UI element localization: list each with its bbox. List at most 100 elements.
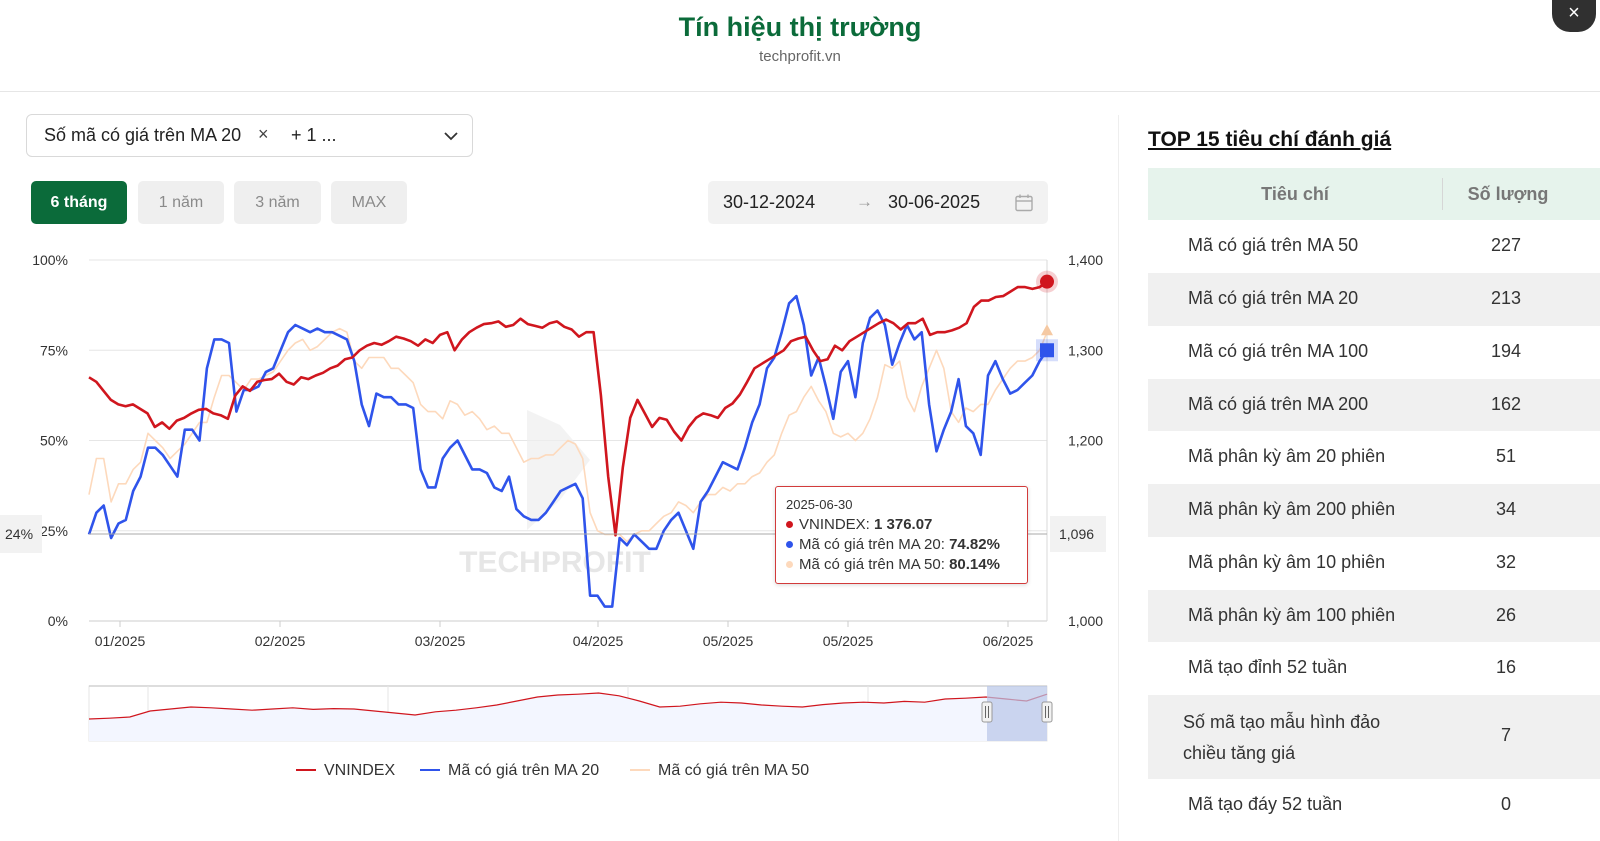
navigator-handle [1041,701,1053,723]
market-signal-chart[interactable]: TECHPROFIT 0%1,00025%1,10050%1,20075%1,3… [0,240,1118,755]
close-button[interactable]: × [1552,0,1596,32]
column-divider [1442,178,1443,210]
watermark-logo-icon [527,410,590,530]
navigator-series-line [88,692,1048,720]
criteria-count: 194 [1490,341,1522,361]
tooltip-series-name: Mã có giá trên MA 50: [799,556,950,573]
remove-tag-icon[interactable]: × [258,124,269,144]
x-axis-tick-label: 04/2025 [573,633,624,649]
chart-tooltip: 2025-06-30 VNINDEX: 1 376.07 Mã có giá t… [775,486,1028,584]
legend-line-icon [630,768,650,771]
criteria-select[interactable]: Số mã có giá trên MA 20 × + 1 ... [26,114,473,157]
criteria-count: 51 [1495,446,1517,466]
series-dot-icon [786,520,793,528]
navigator-selection [987,686,1047,741]
criteria-count: 34 [1495,499,1517,519]
legend-item-vnindex[interactable]: VNINDEX [296,762,395,780]
x-axis-tick-label: 05/2025 [823,633,874,649]
table-row[interactable]: Mã phân kỳ âm 100 phiên 26 [1148,590,1600,642]
x-axis-tick-label: 03/2025 [415,633,466,649]
left-axis-tick-label: 100% [32,252,68,268]
chart-series [87,270,1058,608]
watermark-text: TECHPROFIT [459,546,651,579]
column-header-criteria: Tiêu chí [1261,184,1329,204]
legend-item-ma50[interactable]: Mã có giá trên MA 50 [630,762,809,780]
legend-label: Mã có giá trên MA 50 [658,762,810,779]
table-row[interactable]: Mã có giá trên MA 200 162 [1148,379,1600,431]
side-panel-title: TOP 15 tiêu chí đánh giá [1148,128,1392,151]
criteria-name: Mã có giá trên MA 200 [1188,394,1369,414]
tooltip-row-ma50: Mã có giá trên MA 50: 80.14% [786,555,1017,575]
criteria-name: Mã tạo đáy 52 tuần [1188,794,1343,814]
chevron-down-icon[interactable] [442,127,460,145]
date-range-picker[interactable]: 30-12-2024 → 30-06-2025 [708,181,1048,224]
ma50-marker [1041,324,1053,336]
right-axis-tick-label: 1,400 [1068,252,1103,268]
navigator-handle [981,701,993,723]
table-row[interactable]: Mã có giá trên MA 20 213 [1148,273,1600,326]
calendar-icon[interactable] [1014,193,1034,213]
navigator-area [89,693,1047,741]
criteria-name: Mã tạo đỉnh 52 tuần [1188,657,1348,677]
tooltip-series-value: 80.14% [949,556,1000,573]
left-axis-tick-label: 75% [40,342,68,358]
range-max-button[interactable]: MAX [331,181,407,224]
start-date-input[interactable]: 30-12-2024 [723,192,816,212]
criteria-count: 16 [1495,657,1517,677]
page-header: Tín hiệu thị trường techprofit.vn [0,0,1600,92]
page-subtitle: techprofit.vn [759,48,841,65]
x-axis-tick-label: 06/2025 [983,633,1034,649]
criteria-count: 227 [1490,235,1522,255]
table-row[interactable]: Mã có giá trên MA 50 227 [1148,220,1600,273]
right-axis-tick-label: 1,000 [1068,613,1103,629]
selected-criteria-tag: Số mã có giá trên MA 20 [44,125,242,145]
criteria-name: Mã phân kỳ âm 20 phiên [1188,446,1386,466]
ma20-marker [1040,343,1054,358]
panel-divider [1118,115,1119,841]
legend-item-ma20[interactable]: Mã có giá trên MA 20 [420,762,599,780]
range-3-years-button[interactable]: 3 năm [234,181,321,224]
tooltip-row-ma20: Mã có giá trên MA 20: 74.82% [786,535,1017,555]
criteria-count: 32 [1495,552,1517,572]
range-6-months-button[interactable]: 6 tháng [31,181,127,224]
crosshair-right-label: 1,096 [1059,526,1094,542]
series-line-vnindex [88,280,1048,537]
chart-navigator[interactable]: 01/201801/202001/202201/2024 [88,685,1053,742]
tooltip-series-value: 1 376.07 [874,516,933,533]
criteria-count: 213 [1490,288,1522,308]
left-axis-tick-label: 50% [40,433,68,449]
range-1-year-button[interactable]: 1 năm [138,181,224,224]
right-axis-tick-label: 1,300 [1068,342,1103,358]
tooltip-row-vnindex: VNINDEX: 1 376.07 [786,515,1017,535]
criteria-count: 0 [1500,794,1511,814]
tooltip-series-value: 74.82% [949,536,1000,553]
series-dot-icon [786,540,793,548]
tooltip-series-name: Mã có giá trên MA 20: [799,536,950,553]
table-row[interactable]: Mã tạo đỉnh 52 tuần 16 [1148,642,1600,695]
right-axis-tick-label: 1,200 [1068,433,1103,449]
table-row[interactable]: Mã có giá trên MA 100 194 [1148,326,1600,379]
legend-label: VNINDEX [324,762,396,779]
legend-line-icon [296,768,316,771]
end-date-input[interactable]: 30-06-2025 [888,192,981,212]
table-row[interactable]: Mã phân kỳ âm 200 phiên 34 [1148,484,1600,537]
table-row[interactable]: Số mã tạo mẫu hình đảo chiều tăng giá 7 [1148,695,1600,779]
series-dot-icon [786,560,793,568]
criteria-name: Mã phân kỳ âm 100 phiên [1188,605,1396,625]
vnindex-marker [1040,274,1054,289]
table-row[interactable]: Mã phân kỳ âm 10 phiên 32 [1148,537,1600,590]
legend-line-icon [420,768,440,771]
x-axis-tick-label: 02/2025 [255,633,306,649]
criteria-count: 7 [1500,725,1511,745]
criteria-name: Mã có giá trên MA 50 [1188,235,1359,255]
column-header-count: Số lượng [1467,184,1549,204]
criteria-name: Số mã tạo mẫu hình đảo chiều tăng giá [1183,712,1381,763]
tooltip-date: 2025-06-30 [786,497,853,512]
left-axis-tick-label: 25% [40,523,68,539]
crosshair-left-label-bg [0,515,42,553]
table-row[interactable]: Mã tạo đáy 52 tuần 0 [1148,779,1600,832]
table-header: Tiêu chí Số lượng [1148,168,1600,220]
left-axis-tick-label: 0% [48,613,68,629]
table-row[interactable]: Mã phân kỳ âm 20 phiên 51 [1148,431,1600,484]
crosshair-left-label: 24% [5,526,33,542]
